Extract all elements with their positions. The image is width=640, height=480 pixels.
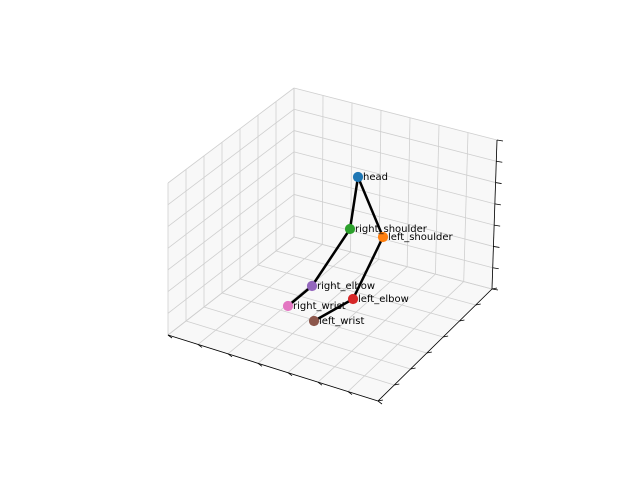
z-tick — [496, 160, 503, 163]
grid-line — [435, 125, 440, 275]
grid-line — [239, 278, 444, 338]
grid-line — [293, 151, 495, 205]
y-axis-line — [377, 288, 493, 402]
joint-right_shoulder — [344, 223, 356, 235]
grid-line — [293, 130, 496, 183]
y-tick — [394, 383, 400, 386]
joint-label-left_wrist: left_wrist — [319, 316, 364, 327]
bone-right_elbow-right_wrist — [286, 284, 314, 308]
z-tick — [492, 267, 499, 270]
grid-line — [167, 194, 295, 292]
axis-panes — [168, 88, 497, 401]
grid-line — [221, 292, 427, 354]
y-tick — [377, 399, 384, 402]
y-tick — [459, 319, 465, 322]
joint-left_wrist — [308, 315, 320, 327]
grid-line — [167, 151, 295, 249]
left-back-pane — [168, 88, 294, 335]
grid-line — [293, 236, 493, 290]
grid-line — [203, 306, 411, 370]
z-tick — [494, 203, 501, 206]
y-tick — [475, 303, 481, 306]
grid-line — [293, 87, 498, 141]
joint-right_elbow — [306, 280, 318, 292]
joint-label-right_shoulder: right_shoulder — [355, 224, 428, 235]
grid-line — [185, 320, 395, 386]
y-tick — [426, 351, 432, 354]
x-tick — [167, 334, 173, 339]
grid-line — [293, 172, 495, 226]
joint-right_wrist — [282, 300, 294, 312]
skeleton-bones — [286, 175, 385, 323]
y-tick — [443, 335, 449, 338]
x-tick — [347, 391, 353, 395]
bone-head-left_shoulder — [356, 175, 385, 239]
x-tick — [257, 362, 263, 367]
z-tick — [493, 246, 500, 248]
grid-line — [257, 258, 380, 364]
joint-label-right_wrist: right_wrist — [293, 301, 346, 312]
axis-grid — [167, 87, 498, 402]
joint-label-left_shoulder: left_shoulder — [388, 232, 453, 243]
y-tick — [491, 287, 498, 290]
grid-line — [321, 95, 324, 245]
joint-label-right_elbow: right_elbow — [317, 281, 375, 292]
grid-line — [167, 172, 295, 271]
grid-line — [463, 132, 469, 282]
z-tick — [494, 224, 501, 227]
grid-line — [293, 108, 497, 162]
x-tick — [197, 344, 203, 348]
floor-pane — [168, 237, 492, 401]
grid-line — [257, 264, 460, 322]
bone-head-right_shoulder — [348, 175, 360, 231]
axis-ticks — [167, 139, 504, 405]
joint-left_elbow — [347, 293, 359, 305]
grid-line — [347, 281, 464, 392]
grid-line — [167, 236, 295, 336]
grid-line — [167, 87, 295, 184]
grid-line — [167, 215, 295, 314]
grid-line — [287, 266, 408, 374]
joint-left_shoulder — [377, 231, 389, 243]
grid-line — [167, 130, 295, 227]
grid-line — [293, 215, 493, 269]
joint-head — [352, 171, 364, 183]
joint-label-head: head — [363, 172, 388, 183]
x-tick — [377, 400, 383, 405]
grid-line — [275, 250, 476, 306]
grid-line — [167, 108, 295, 206]
bone-left_shoulder-left_elbow — [351, 235, 385, 301]
bone-right_shoulder-right_elbow — [310, 227, 352, 288]
grid-line — [197, 244, 323, 345]
x-tick — [317, 381, 323, 386]
grid-line — [317, 273, 436, 383]
grid-line — [406, 117, 411, 267]
y-tick — [410, 367, 416, 370]
x-tick — [287, 372, 293, 377]
grid-line — [293, 194, 494, 247]
x-tick — [227, 353, 233, 358]
joint-label-left_elbow: left_elbow — [358, 294, 409, 305]
bone-left_elbow-left_wrist — [312, 297, 355, 323]
z-axis-line — [491, 139, 498, 290]
z-tick — [496, 139, 504, 142]
x-axis-line — [167, 334, 379, 402]
z-tick — [495, 182, 502, 184]
skeleton-joints — [282, 171, 389, 327]
